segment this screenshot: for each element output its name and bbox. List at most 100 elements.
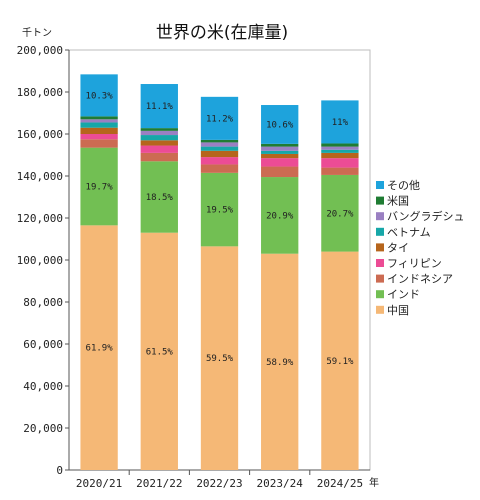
y-tick-label: 80,000 (23, 296, 63, 309)
legend-label: その他 (387, 179, 420, 192)
data-label: 18.5% (146, 193, 174, 203)
y-tick-label: 140,000 (17, 170, 63, 183)
legend-label: インドネシア (387, 273, 453, 286)
data-label: 10.6% (266, 120, 294, 130)
bar-segment (321, 158, 359, 168)
legend-label: インド (387, 288, 420, 301)
legend-label: ベトナム (387, 226, 431, 239)
bar-segment (80, 147, 118, 226)
data-label: 59.5% (206, 354, 234, 364)
data-label: 61.5% (146, 347, 174, 357)
bar-segment (200, 157, 239, 165)
legend-swatch (376, 243, 384, 252)
y-axis-unit-label: 千トン (22, 27, 52, 39)
bar-segment (140, 152, 178, 162)
bar-segment (321, 146, 359, 150)
bar-segment (80, 139, 118, 148)
legend-swatch (376, 274, 384, 283)
bar-segment (140, 232, 178, 470)
bar-segment (321, 167, 359, 175)
legend-swatch (376, 181, 384, 189)
bar-segment (200, 172, 239, 247)
chart-title: 世界の米(在庫量) (156, 23, 288, 43)
bar-segment (80, 134, 118, 140)
data-label: 20.7% (326, 209, 354, 219)
data-label: 11% (332, 118, 349, 128)
bar-segment (200, 146, 239, 151)
y-tick-label: 20,000 (23, 422, 63, 435)
bar-segment (140, 128, 178, 131)
bar-segment (321, 174, 359, 252)
y-tick-label: 100,000 (17, 254, 63, 267)
legend-swatch (376, 196, 384, 205)
x-axis: 2020/21 2021/22 2022/23 2023/24 2024/25 (69, 469, 370, 490)
x-tick-label: 2020/21 (76, 477, 122, 490)
x-tick-label: 2024/25 (317, 477, 363, 490)
bar-segment (140, 145, 178, 153)
y-tick-label: 60,000 (23, 338, 63, 351)
bar-segment (80, 116, 118, 120)
x-tick-label: 2023/24 (257, 477, 304, 490)
bar-segment (80, 127, 118, 134)
bar-segment (200, 164, 239, 173)
bar-segment (80, 119, 118, 123)
bar-segment (261, 105, 299, 144)
data-label: 58.9% (266, 358, 294, 368)
bar-segment (261, 146, 299, 151)
bar-segment (200, 142, 239, 147)
x-tick-label: 2021/22 (136, 477, 182, 490)
bar-segment (321, 143, 359, 147)
bar-segment (140, 140, 178, 146)
data-label: 10.3% (86, 91, 114, 101)
legend-label: バングラデシュ (387, 209, 465, 223)
bar-segment (261, 177, 299, 254)
bar-segment (80, 122, 118, 128)
data-label: 61.9% (86, 344, 114, 354)
bar-segment (321, 251, 359, 470)
bar-segment (80, 225, 118, 470)
legend-swatch (376, 259, 384, 267)
bar-segment (140, 161, 178, 233)
bar-segment (140, 130, 178, 136)
legend-label: 米国 (387, 195, 409, 208)
y-axis: 0 20,000 40,000 60,000 80,000 100,000 120,000 1… (17, 44, 70, 477)
bars-group (80, 74, 359, 470)
bar-segment (261, 143, 299, 147)
bar-segment (321, 149, 359, 153)
legend-swatch (376, 290, 384, 299)
legend-swatch (376, 212, 384, 221)
x-tick-label: 2022/23 (196, 477, 242, 490)
data-label: 11.2% (206, 114, 234, 124)
bar-segment (321, 100, 359, 144)
data-label: 19.5% (206, 206, 234, 216)
bar-segment (261, 253, 299, 470)
y-tick-label: 200,000 (17, 44, 63, 57)
bar-segment (261, 150, 299, 154)
bar-segment (200, 246, 239, 470)
legend-swatch (376, 305, 384, 314)
legend-label: 中国 (387, 304, 409, 317)
bar-segment (200, 150, 239, 158)
legend-swatch (376, 227, 384, 236)
data-label: 59.1% (326, 357, 354, 367)
bar-segment (80, 74, 118, 117)
legend-label: タイ (387, 241, 409, 254)
bar-segment (261, 153, 299, 159)
y-tick-label: 180,000 (17, 86, 63, 99)
y-tick-label: 0 (56, 464, 63, 477)
y-tick-label: 160,000 (17, 128, 63, 141)
bar-segment (140, 84, 178, 129)
data-label: 20.9% (266, 211, 294, 221)
bar-segment (261, 158, 299, 167)
bar-segment (200, 139, 239, 143)
bar-segment (261, 166, 299, 178)
x-axis-unit-label: 年 (369, 476, 379, 489)
data-labels-group: 61.9% 19.7% 10.3% 61.5% 18.5% 11.1% 59.5% 19.5%… (86, 91, 354, 367)
bar-segment (200, 96, 239, 140)
data-label: 19.7% (86, 183, 114, 193)
bar-segment (321, 152, 359, 159)
bar-segment (140, 135, 178, 141)
y-tick-label: 120,000 (17, 212, 63, 225)
